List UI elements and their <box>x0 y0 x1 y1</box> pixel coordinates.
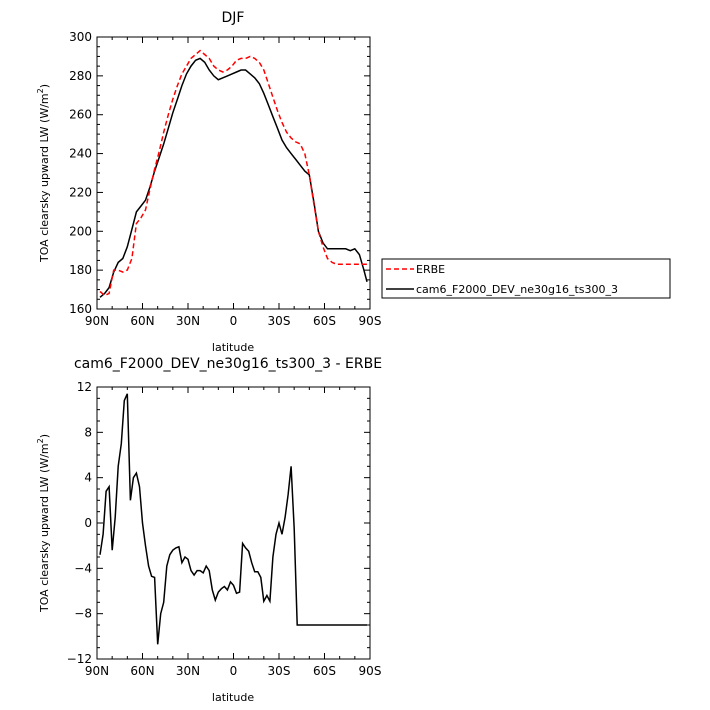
y-tick-label: −12 <box>67 652 92 666</box>
series-line-erbe <box>99 49 367 297</box>
x-tick-label: 60S <box>313 664 336 678</box>
y-tick-label: −8 <box>74 607 92 621</box>
y-tick-label: 200 <box>69 224 92 238</box>
bottom-y-axis-label-tail: ) <box>38 434 51 438</box>
top-chart-title: DJF <box>222 10 245 26</box>
y-tick-label: 4 <box>84 471 92 485</box>
x-tick-label: 90S <box>359 664 382 678</box>
x-tick-label: 30N <box>176 664 200 678</box>
bottom-y-axis-label-sup: 2 <box>36 438 45 443</box>
x-tick-label: 0 <box>230 314 238 328</box>
y-tick-label: 220 <box>69 185 92 199</box>
legend-label-erbe: ERBE <box>416 263 445 276</box>
bottom-ticks <box>96 386 371 660</box>
x-tick-label: 90N <box>85 314 109 328</box>
y-tick-label: 240 <box>69 147 92 161</box>
y-tick-label: 8 <box>84 425 92 439</box>
series-line-model <box>99 57 368 298</box>
top-plot-frame <box>96 36 371 310</box>
y-tick-label: 160 <box>69 302 92 316</box>
top-y-axis-label: TOA clearsky upward LW (W/m2) <box>36 84 51 263</box>
x-tick-label: 30N <box>176 314 200 328</box>
y-tick-label: 12 <box>77 380 92 394</box>
bottom-series <box>99 393 367 645</box>
top-y-axis-label-sup: 2 <box>36 88 45 93</box>
x-tick-label: 30S <box>268 664 291 678</box>
bottom-chart-title: cam6_F2000_DEV_ne30g16_ts300_3 - ERBE <box>74 356 382 372</box>
bottom-plot-frame <box>96 386 371 660</box>
x-tick-label: 90N <box>85 664 109 678</box>
x-tick-label: 30S <box>268 314 291 328</box>
top-x-axis-label: latitude <box>212 341 254 354</box>
bottom-y-axis-label: TOA clearsky upward LW (W/m2) <box>36 434 51 613</box>
legend: ERBE cam6_F2000_DEV_ne30g16_ts300_3 <box>381 258 671 299</box>
x-tick-label: 90S <box>359 314 382 328</box>
bottom-x-axis-label: latitude <box>212 691 254 704</box>
x-tick-label: 60S <box>313 314 336 328</box>
y-tick-label: 180 <box>69 263 92 277</box>
legend-label-model: cam6_F2000_DEV_ne30g16_ts300_3 <box>416 283 618 296</box>
top-chart: DJF 160 180 200 220 240 260 280 300 90N 60N 30N 0 3… <box>36 10 671 354</box>
top-y-tick-labels: 160 180 200 220 240 260 280 300 <box>69 30 92 316</box>
series-line-difference <box>99 393 367 645</box>
x-tick-label: 0 <box>230 664 238 678</box>
top-x-tick-labels: 90N 60N 30N 0 30S 60S 90S <box>85 314 382 328</box>
top-series <box>99 49 368 298</box>
top-y-axis-label-main: TOA clearsky upward LW (W/m <box>38 93 51 263</box>
y-tick-label: −4 <box>74 561 92 575</box>
bottom-chart: cam6_F2000_DEV_ne30g16_ts300_3 - ERBE −1… <box>36 356 382 704</box>
y-tick-label: 300 <box>69 30 92 44</box>
top-ticks <box>96 36 371 310</box>
bottom-y-tick-labels: −12 −8 −4 0 4 8 12 <box>67 380 92 666</box>
bottom-y-axis-label-main: TOA clearsky upward LW (W/m <box>38 443 51 613</box>
bottom-x-tick-labels: 90N 60N 30N 0 30S 60S 90S <box>85 664 382 678</box>
y-tick-label: 260 <box>69 108 92 122</box>
y-tick-label: 0 <box>84 516 92 530</box>
legend-box <box>381 258 671 299</box>
top-y-axis-label-tail: ) <box>38 84 51 88</box>
x-tick-label: 60N <box>130 314 154 328</box>
x-tick-label: 60N <box>130 664 154 678</box>
y-tick-label: 280 <box>69 69 92 83</box>
